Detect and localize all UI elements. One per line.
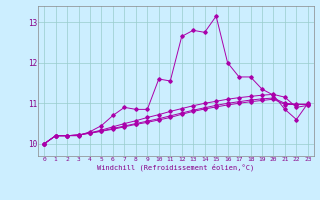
X-axis label: Windchill (Refroidissement éolien,°C): Windchill (Refroidissement éolien,°C) xyxy=(97,164,255,171)
